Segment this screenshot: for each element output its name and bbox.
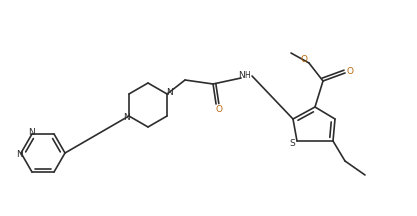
- Text: O: O: [216, 105, 223, 113]
- Text: O: O: [301, 56, 307, 65]
- Text: S: S: [289, 140, 295, 149]
- Text: N: N: [166, 88, 172, 97]
- Text: N: N: [28, 128, 34, 137]
- Text: N: N: [17, 150, 23, 159]
- Text: N: N: [123, 113, 131, 122]
- Text: O: O: [347, 67, 354, 76]
- Text: H: H: [244, 71, 250, 81]
- Text: N: N: [238, 71, 244, 81]
